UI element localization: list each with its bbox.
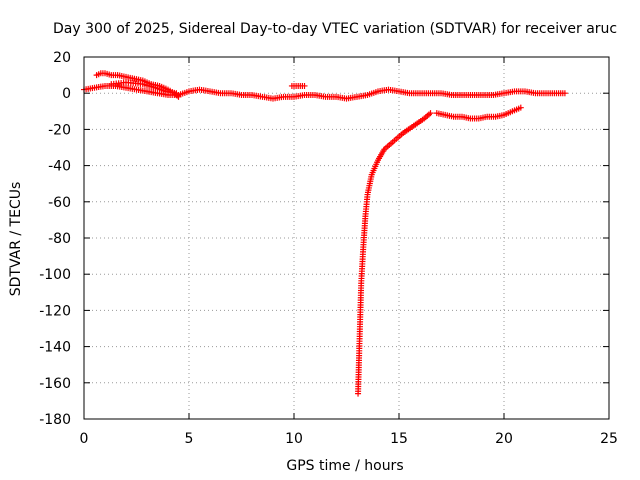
data-point: [175, 93, 182, 100]
y-tick-label: 0: [62, 86, 71, 102]
y-tick-label: -20: [48, 122, 71, 138]
x-tick-label: 0: [80, 431, 89, 447]
data-point: [517, 104, 524, 111]
y-axis-label: SDTVAR / TECUs: [8, 182, 24, 297]
x-axis-label: GPS time / hours: [286, 458, 403, 474]
x-tick-label: 10: [285, 431, 303, 447]
y-tick-label: -40: [48, 159, 71, 175]
data-point: [427, 110, 434, 117]
x-tick-label: 20: [495, 431, 513, 447]
y-tick-label: -60: [48, 195, 71, 211]
y-tick-labels: 20 0 -20 -40 -60 -80 -100 -120 -140 -160 -180: [39, 50, 71, 428]
axis-ticks: [83, 56, 610, 420]
data-point: [561, 90, 568, 97]
data-points: [81, 70, 568, 397]
y-tick-label: 20: [53, 50, 71, 66]
x-tick-labels: 0 5 10 15 20 25: [80, 431, 618, 447]
y-tick-label: -120: [39, 303, 71, 319]
x-tick-label: 25: [600, 431, 618, 447]
y-tick-label: -100: [39, 267, 71, 283]
x-tick-label: 15: [390, 431, 408, 447]
data-point: [173, 90, 180, 97]
y-tick-label: -180: [39, 412, 71, 428]
y-tick-label: -140: [39, 340, 71, 356]
data-point: [301, 82, 308, 89]
chart-title: Day 300 of 2025, Sidereal Day-to-day VTE…: [53, 21, 617, 37]
y-tick-label: -80: [48, 231, 71, 247]
x-tick-label: 5: [185, 431, 194, 447]
y-tick-label: -160: [39, 376, 71, 392]
